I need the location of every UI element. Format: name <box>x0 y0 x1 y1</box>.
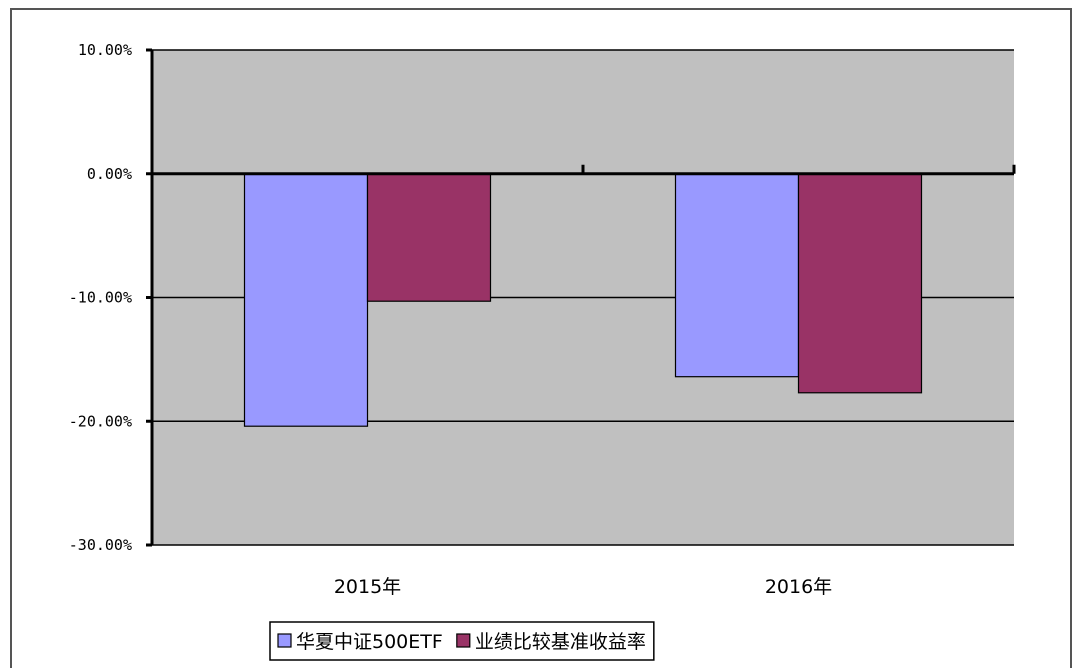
bar-series1-cat1 <box>799 174 922 393</box>
bar-series1-cat0 <box>368 174 491 301</box>
legend-label: 业绩比较基准收益率 <box>475 631 646 653</box>
bar-series0-cat1 <box>676 174 799 377</box>
legend: 华夏中证500ETF 业绩比较基准收益率 <box>270 622 654 660</box>
x-category-label: 2016年 <box>765 576 832 598</box>
legend-swatch-0 <box>278 634 291 647</box>
bar-series0-cat0 <box>245 174 368 426</box>
y-tick-label: -20.00% <box>69 412 132 430</box>
legend-swatch-1 <box>457 634 470 647</box>
x-category-label: 2015年 <box>334 576 401 598</box>
y-tick-labels: 10.00% 0.00% -10.00% -20.00% -30.00% <box>69 41 132 554</box>
y-tick-label: 0.00% <box>87 165 132 183</box>
x-category-labels: 2015年 2016年 <box>334 576 832 598</box>
legend-label: 华夏中证500ETF <box>296 631 443 653</box>
y-tick-label: -30.00% <box>69 536 132 554</box>
y-tick-label: -10.00% <box>69 289 132 307</box>
y-tick-label: 10.00% <box>78 41 132 59</box>
